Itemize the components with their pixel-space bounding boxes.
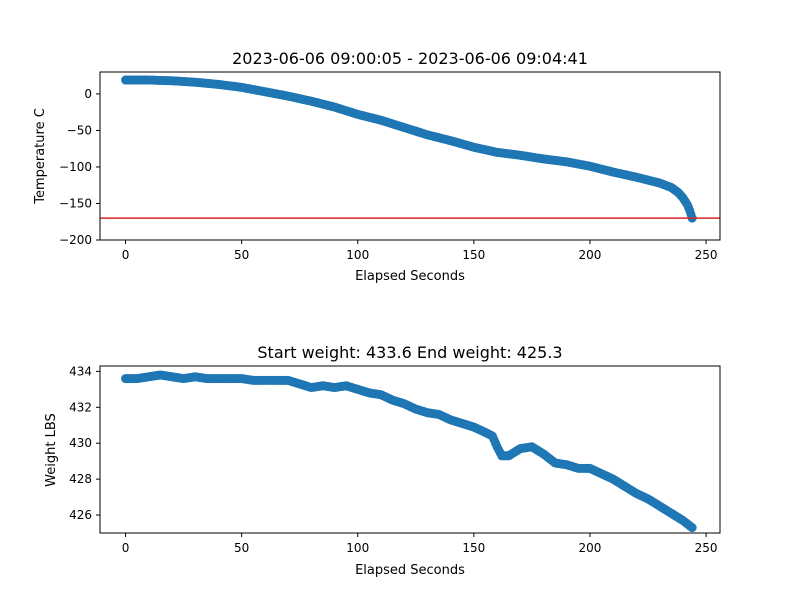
temperature-x-tick-label: 250 xyxy=(695,248,718,262)
weight-plot-frame xyxy=(99,365,721,534)
weight-y-tick-label: 426 xyxy=(69,508,92,522)
temperature-x-tick-label: 150 xyxy=(462,248,485,262)
temperature-y-tick-label: −150 xyxy=(59,196,92,210)
temperature-x-axis-label: Elapsed Seconds xyxy=(355,269,465,284)
weight-y-tick-label: 432 xyxy=(69,400,92,414)
temperature-y-tick-label: 0 xyxy=(84,87,92,101)
temperature-x-tick-label: 200 xyxy=(579,248,602,262)
temperature-y-axis-label: Temperature C xyxy=(33,108,48,205)
weight-x-tick-label: 150 xyxy=(462,541,485,555)
weight-chart-title: Start weight: 433.6 End weight: 425.3 xyxy=(257,343,562,362)
temperature-x-tick-label: 50 xyxy=(234,248,249,262)
weight-x-tick-label: 200 xyxy=(579,541,602,555)
weight-y-tick-label: 434 xyxy=(69,364,92,378)
temperature-plot-frame xyxy=(99,71,721,241)
weight-x-axis-label: Elapsed Seconds xyxy=(355,563,465,578)
weight-x-tick-label: 100 xyxy=(346,541,369,555)
temperature-plot: 0 50 100 150 200 250 0 −50 −100 −150 −200 xyxy=(59,75,720,262)
weight-panel: Start weight: 433.6 End weight: 425.3 0 5… xyxy=(44,343,721,578)
temperature-panel: 2023-06-06 09:00:05 - 2023-06-06 09:04:4… xyxy=(33,49,721,284)
weight-y-tick-label: 430 xyxy=(69,436,92,450)
weight-x-tick-label: 0 xyxy=(122,541,130,555)
temperature-y-tick-label: −200 xyxy=(59,233,92,247)
temperature-y-tick-label: −50 xyxy=(67,123,92,137)
temperature-x-tick-label: 100 xyxy=(346,248,369,262)
temperature-y-tick-label: −100 xyxy=(59,160,92,174)
weight-y-axis-label: Weight LBS xyxy=(44,413,59,487)
temperature-chart-title: 2023-06-06 09:00:05 - 2023-06-06 09:04:4… xyxy=(232,49,588,68)
weight-data-point xyxy=(687,523,697,533)
weight-x-tick-label: 250 xyxy=(695,541,718,555)
temperature-x-tick-label: 0 xyxy=(122,248,130,262)
weight-x-tick-label: 50 xyxy=(234,541,249,555)
weight-y-tick-label: 428 xyxy=(69,472,92,486)
weight-plot: 0 50 100 150 200 250 426 428 430 432 434 xyxy=(69,364,717,555)
